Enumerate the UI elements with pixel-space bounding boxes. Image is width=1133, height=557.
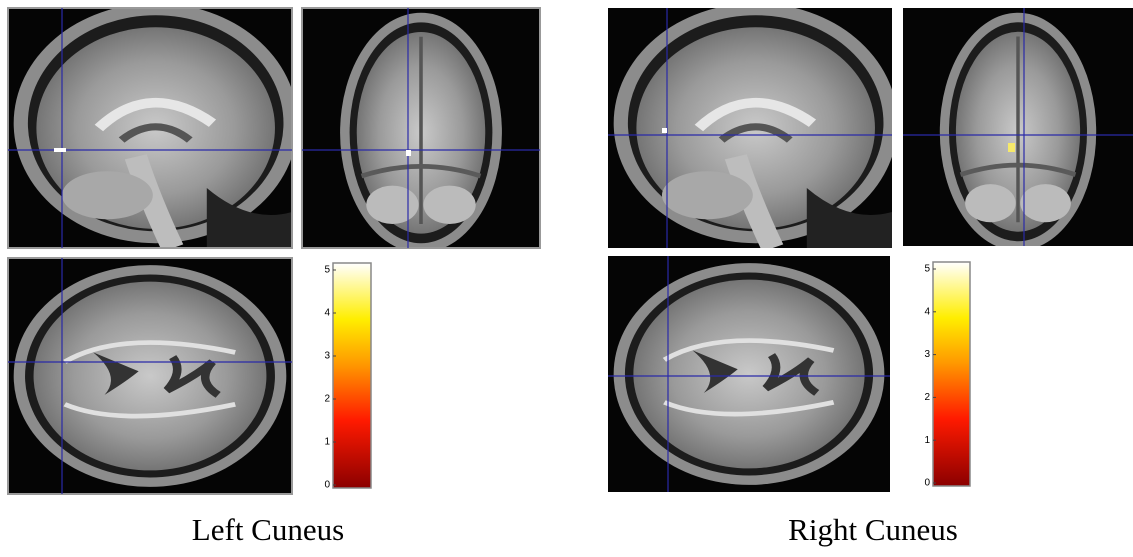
colorbar-tick-label: 1: [324, 437, 330, 448]
colorbar-tick-label: 1: [924, 435, 930, 446]
colorbar-tick-label: 0: [924, 478, 930, 489]
colorbar-tick-label: 4: [324, 308, 330, 319]
activation: [54, 148, 66, 152]
coronal-slice: [302, 8, 540, 253]
sagittal-slice: [8, 3, 298, 248]
caption: Left Cuneus: [192, 512, 344, 547]
colorbar-tick-label: 2: [324, 394, 330, 405]
coronal-slice: [903, 8, 1133, 251]
activation: [662, 128, 667, 133]
colorbar-tick-label: 0: [324, 480, 330, 491]
activation: [1008, 143, 1015, 152]
activation: [406, 150, 411, 156]
colorbar-tick-label: 4: [924, 306, 930, 317]
figure: Left Cuneus Right Cuneus 0 1 2 3 4 5 0 1 2 3 4 5: [0, 0, 1133, 557]
colorbar-tick-label: 3: [324, 351, 330, 362]
axial-slice: [608, 256, 890, 492]
colorbar: [333, 263, 371, 488]
colorbar-tick-label: 5: [324, 265, 330, 276]
colorbar-tick-label: 5: [924, 264, 930, 275]
colorbar-tick-label: 2: [924, 392, 930, 403]
colorbar: [933, 262, 970, 486]
colorbar-tick-label: 3: [924, 349, 930, 360]
caption: Right Cuneus: [788, 512, 958, 547]
right-panel: Right Cuneus: [608, 3, 1133, 547]
left-panel: Left Cuneus: [8, 3, 540, 547]
axial-slice: [8, 258, 292, 494]
sagittal-slice: [608, 3, 898, 248]
